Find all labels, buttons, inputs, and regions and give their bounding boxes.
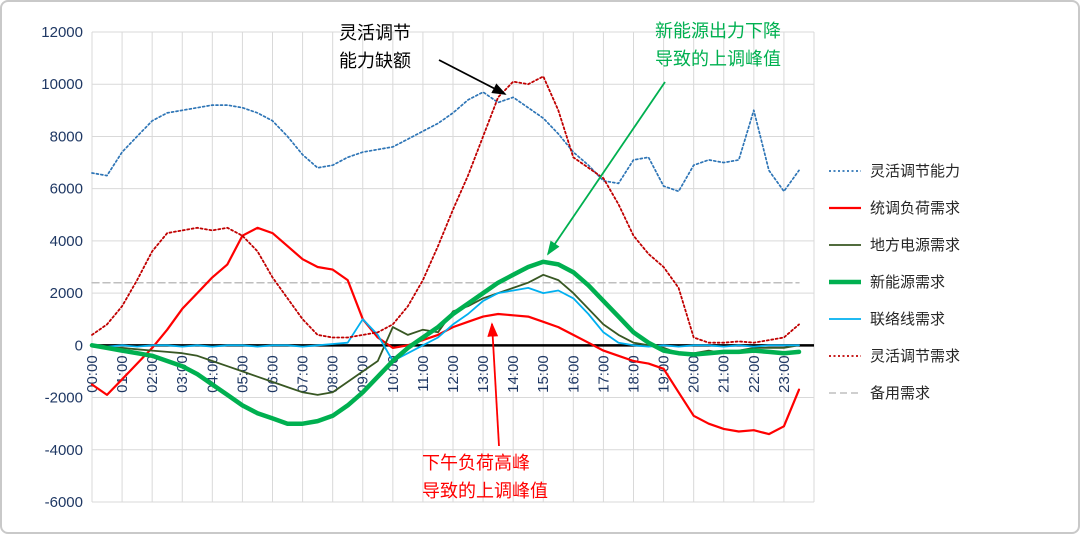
y-tick-label: -2000 [45, 390, 83, 407]
y-tick-label: 4000 [50, 233, 83, 250]
x-tick-label: 23:00 [776, 355, 793, 393]
x-tick-label: 02:00 [144, 355, 161, 393]
y-tick-label: 2000 [50, 285, 83, 302]
legend-label: 灵活调节需求 [870, 348, 961, 365]
legend-line-sample-icon [829, 391, 861, 394]
x-tick-label: 06:00 [265, 355, 282, 393]
y-tick-label: 0 [75, 337, 83, 354]
x-tick-label: 14:00 [505, 355, 522, 393]
annotation-text-afternoon-load-peak: 下午负荷高峰 导致的上调峰值 [422, 453, 548, 501]
y-tick-label: 8000 [50, 128, 83, 145]
legend-item-local-power-demand: 地方电源需求 [828, 226, 960, 263]
legend-label: 地方电源需求 [870, 237, 961, 254]
legend-line-sample-icon [829, 317, 861, 320]
x-tick-label: 16:00 [565, 355, 582, 393]
y-tick-label: 12000 [41, 24, 83, 41]
legend-label: 灵活调节能力 [870, 163, 961, 180]
x-tick-label: 03:00 [174, 355, 191, 393]
legend-label: 统调负荷需求 [870, 200, 961, 217]
x-tick-label: 17:00 [595, 355, 612, 393]
x-tick-label: 21:00 [716, 355, 733, 393]
legend-line-sample-icon [829, 243, 861, 246]
annotation-arrow-flex-capability-gap [438, 59, 507, 95]
legend-line-sample-icon [829, 354, 861, 357]
x-tick-label: 12:00 [445, 355, 462, 393]
x-tick-label: 05:00 [234, 355, 251, 393]
series-line-new-energy-demand [89, 259, 802, 426]
legend-label: 新能源需求 [870, 274, 946, 291]
annotation-arrow-renewable-drop-peak [546, 81, 666, 256]
x-tick-label: 19:00 [656, 355, 673, 393]
legend-item-flex-capability: 灵活调节能力 [828, 152, 960, 189]
y-tick-label: -4000 [45, 442, 83, 459]
series-line-flex-demand [91, 75, 800, 344]
legend-item-reserve-demand: 备用需求 [828, 374, 960, 411]
x-tick-label: 11:00 [415, 355, 432, 391]
annotation-text-renewable-drop-peak: 新能源出力下降 导致的上调峰值 [655, 21, 781, 69]
series-line-flex-capability [91, 91, 800, 193]
annotation-arrow-afternoon-load-peak [487, 322, 500, 447]
legend-item-new-energy-demand: 新能源需求 [828, 263, 960, 300]
legend-line-sample-icon [829, 279, 861, 284]
y-tick-label: 10000 [41, 76, 83, 93]
x-tick-label: 15:00 [535, 355, 552, 393]
legend-line-sample-icon [829, 206, 861, 209]
chart-legend: 灵活调节能力 统调负荷需求 地方电源需求 新能源需求联络线需求灵活调节需求 备用需求 [828, 152, 960, 411]
y-tick-label: 6000 [50, 181, 83, 198]
x-tick-label: 18:00 [626, 355, 643, 393]
legend-item-unified-load-demand: 统调负荷需求 [828, 189, 960, 226]
x-tick-label: 22:00 [746, 355, 763, 393]
legend-line-sample-icon [829, 169, 861, 172]
series-line-tie-line-demand [91, 286, 800, 362]
x-tick-label: 09:00 [355, 355, 372, 393]
legend-label: 备用需求 [870, 385, 931, 402]
y-tick-label: -6000 [45, 494, 83, 511]
legend-item-tie-line-demand: 联络线需求 [828, 300, 960, 337]
annotation-text-flex-capability-gap: 灵活调节 能力缺额 [339, 23, 411, 71]
legend-item-flex-demand: 灵活调节需求 [828, 337, 960, 374]
x-tick-label: 08:00 [325, 355, 342, 393]
x-tick-label: 20:00 [686, 355, 703, 393]
x-tick-label: 07:00 [295, 355, 312, 393]
x-tick-label: 00:00 [84, 355, 101, 393]
x-tick-label: 13:00 [475, 355, 492, 393]
legend-label: 联络线需求 [870, 311, 946, 328]
